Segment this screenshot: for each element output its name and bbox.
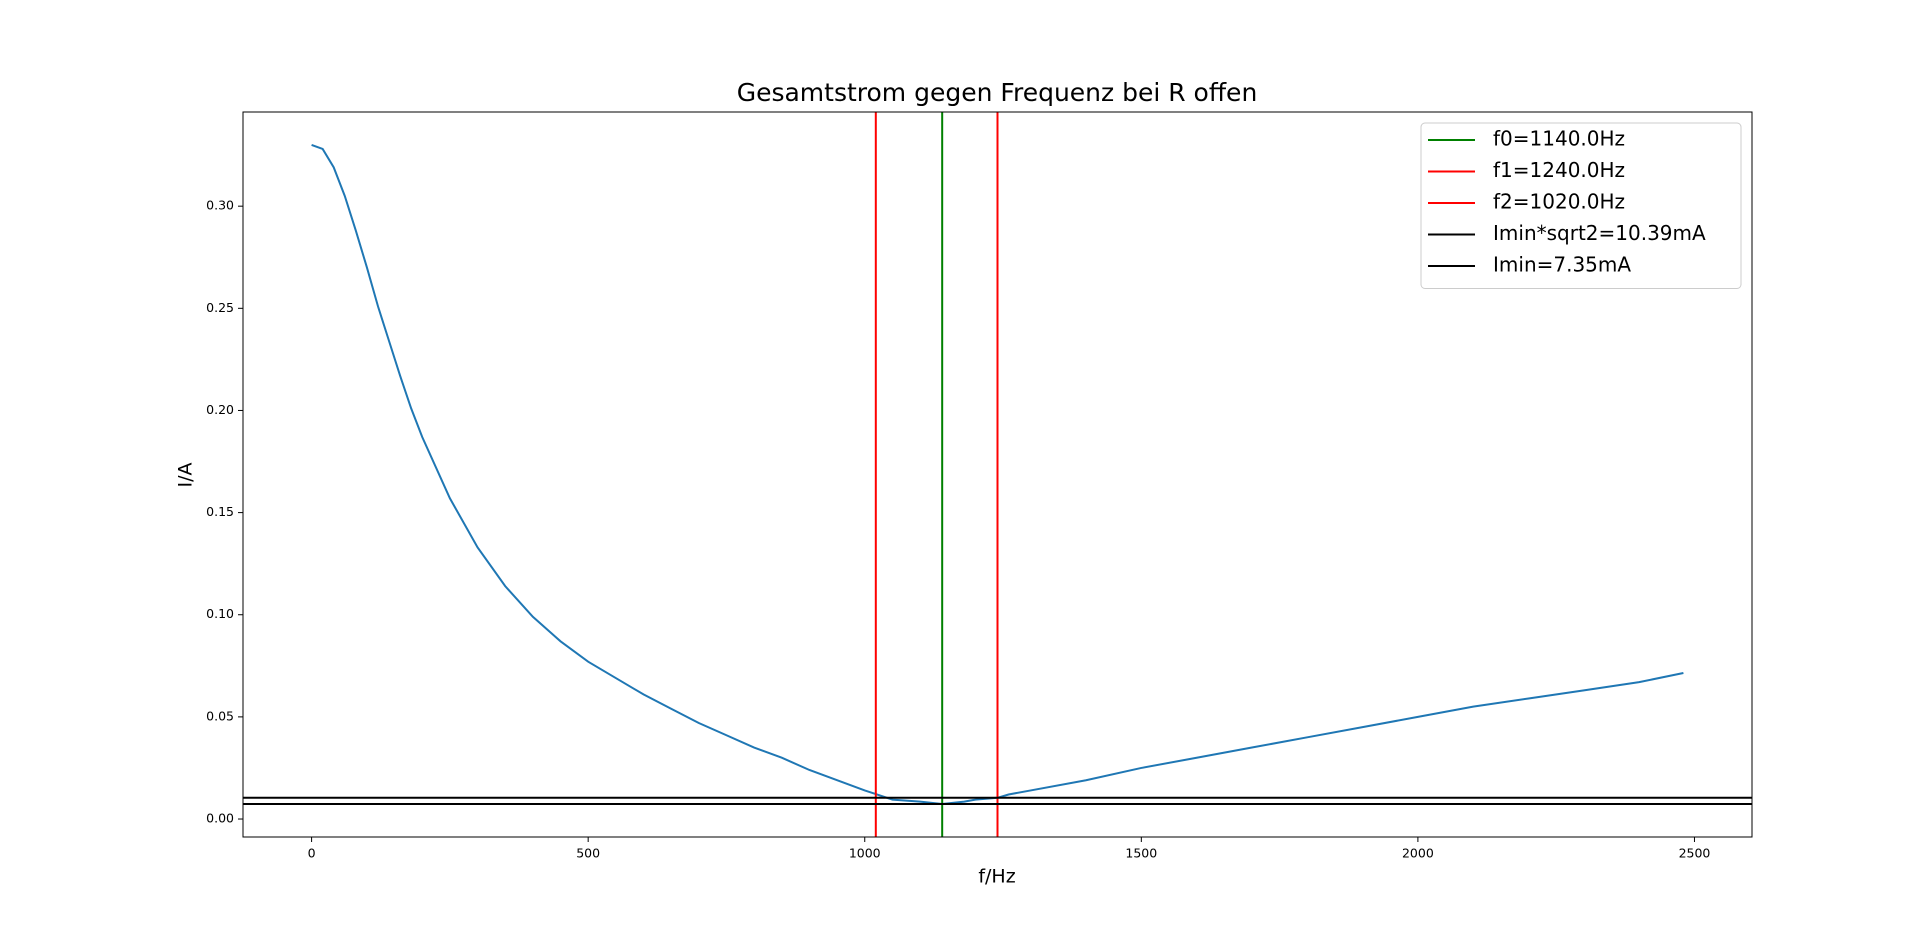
x-tick-label: 1000: [849, 846, 881, 861]
x-axis-label: f/Hz: [978, 866, 1015, 888]
x-tick-label: 2000: [1402, 846, 1434, 861]
y-tick-label: 0.15: [206, 504, 234, 519]
legend-box: [1420, 122, 1742, 289]
legend-label: f0=1140.0Hz: [1493, 127, 1625, 151]
plot-frame: [242, 111, 1753, 838]
y-tick-label: 0.25: [206, 300, 234, 315]
data-line: [311, 143, 1684, 806]
x-tick-label: 500: [576, 846, 600, 861]
y-tick-label: 0.00: [206, 811, 234, 826]
y-tick-label: 0.30: [206, 198, 234, 213]
legend-label: f1=1240.0Hz: [1493, 158, 1625, 182]
x-tick-label: 1500: [1125, 846, 1157, 861]
legend-label: Imin=7.35mA: [1493, 253, 1631, 277]
y-tick-label: 0.05: [206, 708, 234, 723]
chart-title: Gesamtstrom gegen Frequenz bei R offen: [737, 78, 1258, 107]
y-tick-label: 0.10: [206, 606, 234, 621]
x-tick-label: 0: [308, 846, 316, 861]
legend-label: f2=1020.0Hz: [1493, 190, 1625, 214]
x-tick-label: 2500: [1679, 846, 1711, 861]
legend-label: Imin*sqrt2=10.39mA: [1493, 221, 1706, 245]
y-axis-label: I/A: [175, 462, 197, 487]
y-tick-label: 0.20: [206, 402, 234, 417]
